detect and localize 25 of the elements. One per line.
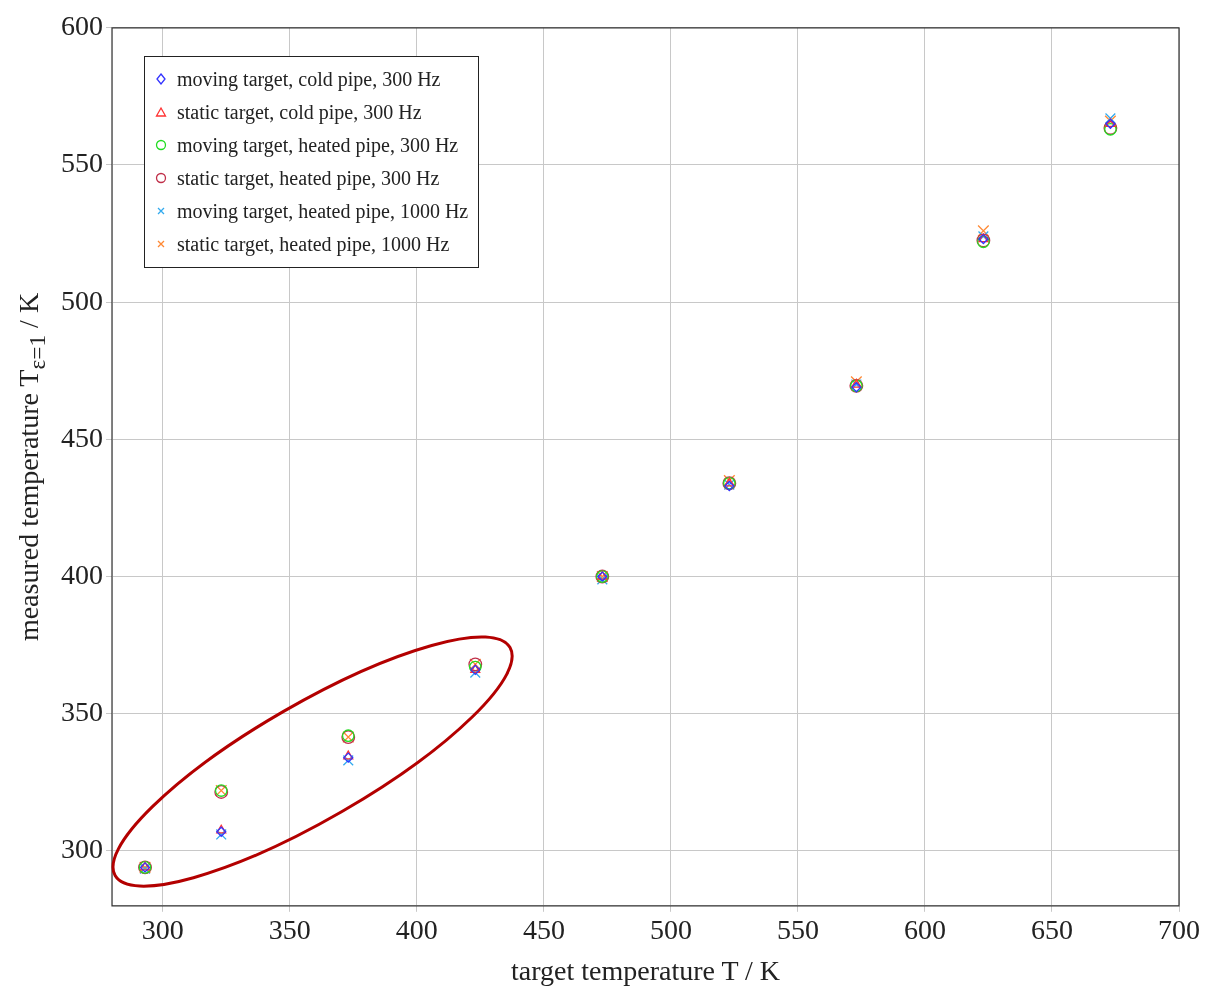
legend-label: moving target, heated pipe, 1000 Hz: [177, 198, 469, 225]
legend-label: static target, heated pipe, 1000 Hz: [177, 231, 450, 258]
legend-label: static target, heated pipe, 300 Hz: [177, 165, 440, 192]
y-tick-label: 300: [61, 833, 103, 865]
x-tick-label: 550: [776, 913, 819, 945]
point: [1104, 112, 1116, 124]
y-tick-label: 500: [61, 284, 103, 316]
legend-label: moving target, heated pipe, 300 Hz: [177, 132, 459, 159]
y-tick-label: 550: [61, 147, 103, 179]
legend-label: moving target, cold pipe, 300 Hz: [177, 66, 441, 93]
y-tick-label: 450: [61, 421, 103, 453]
y-tick-label: 600: [61, 10, 103, 42]
y-tick-label: 350: [61, 696, 103, 728]
x-tick-label: 350: [268, 913, 311, 945]
x-tick-label: 300: [141, 913, 184, 945]
x-tick-label: 700: [1158, 913, 1200, 945]
x-tick-label: 450: [522, 913, 565, 945]
x-axis-title: target temperature T / K: [510, 954, 781, 986]
legend-label: static target, cold pipe, 300 Hz: [177, 99, 422, 126]
point: [977, 224, 990, 237]
x-tick-label: 600: [903, 913, 946, 945]
y-tick-label: 400: [61, 558, 103, 590]
x-tick-label: 650: [1030, 913, 1073, 945]
x-tick-label: 500: [649, 913, 692, 945]
x-tick-label: 400: [395, 913, 438, 945]
